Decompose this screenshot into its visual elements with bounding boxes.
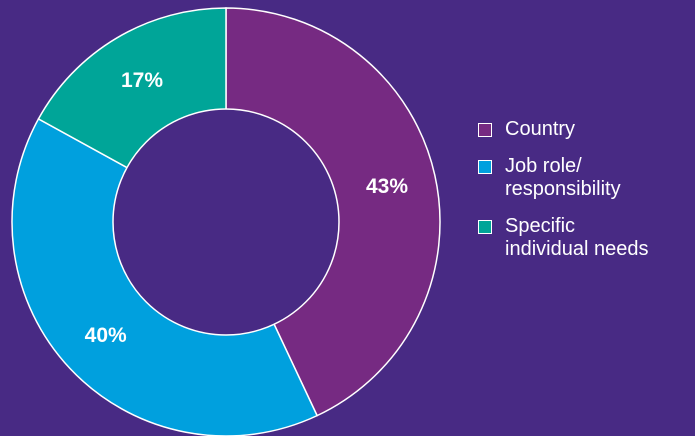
data-label-individual-needs: 17% [121,69,163,92]
legend-swatch-job-role [478,160,492,174]
legend-label-individual-needs-line1: Specific [505,215,576,237]
legend-item-individual-needs: Specific individual needs [474,215,695,261]
data-label-job-role: 40% [85,324,127,347]
legend-swatch-country [478,123,492,137]
legend-item-job-role: Job role/ responsibility [474,155,695,201]
legend: Country Job role/ responsibility Specifi… [474,118,695,275]
data-labels: 43% 40% 17% [85,69,409,347]
legend-label-job-role-line2: responsibility [505,178,621,200]
legend-item-country: Country [474,118,695,141]
data-label-country: 43% [366,175,408,198]
legend-label-job-role-line1: Job role/ [505,155,582,177]
legend-label-individual-needs-line2: individual needs [505,238,649,260]
legend-label-country: Country [505,118,576,140]
donut-hole [112,108,340,336]
legend-swatch-individual-needs [478,220,492,234]
